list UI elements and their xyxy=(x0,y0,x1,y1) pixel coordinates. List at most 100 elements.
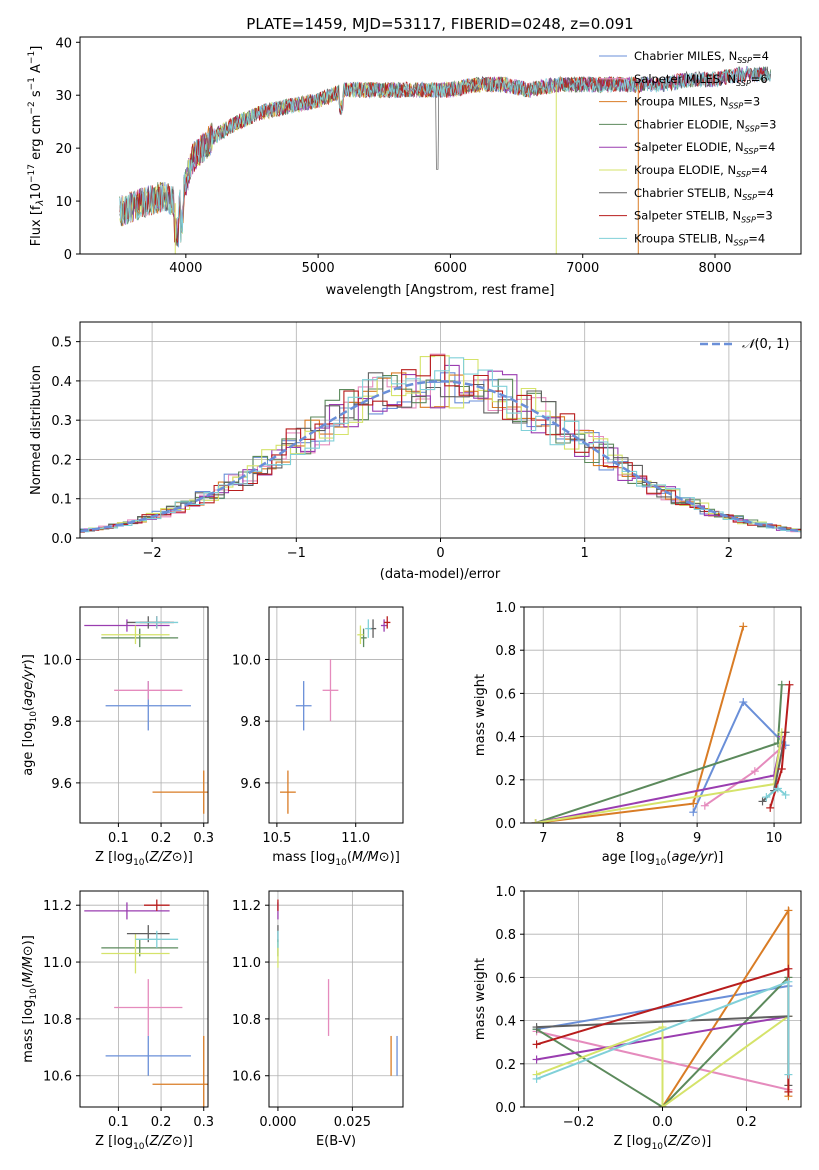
point-kroupa-elodie xyxy=(357,625,364,645)
histogram-ytick: 0.1 xyxy=(51,493,72,508)
histogram-xtick: −2 xyxy=(143,546,162,561)
ytick-label: 0.4 xyxy=(495,731,516,746)
spectrum-panel: PLATE=1459, MJD=53117, FIBERID=0248, z=0… xyxy=(27,15,802,298)
ytick-label: 10.8 xyxy=(232,1013,261,1028)
normal-curve xyxy=(80,380,801,533)
ylabel: mass weight xyxy=(473,958,488,1040)
spectrum-xlabel: wavelength [Angstrom, rest frame] xyxy=(326,283,555,298)
ytick-label: 9.8 xyxy=(240,715,261,730)
ytick-label: 10.6 xyxy=(232,1070,261,1085)
xtick-label: 0.1 xyxy=(108,831,129,846)
age-vs-mass-frame xyxy=(268,606,404,824)
weight-marker xyxy=(532,1055,541,1064)
weight-line-kroupa-miles xyxy=(661,906,790,1107)
xtick-label: 0.1 xyxy=(108,1115,129,1130)
point-salpeter-elodie xyxy=(84,902,170,920)
ylabel: age [log10(age/yr)] xyxy=(21,654,39,776)
point-kroupa-stelib xyxy=(135,616,179,629)
weight-marker xyxy=(739,622,748,631)
spectrum-ytick: 0 xyxy=(64,248,72,263)
point-salpeter-miles xyxy=(114,979,183,1036)
xtick-label: 0.3 xyxy=(193,1115,214,1130)
spectrum-title: PLATE=1459, MJD=53117, FIBERID=0248, z=0… xyxy=(246,15,633,33)
histogram-series-salpeter-elodie xyxy=(80,364,801,532)
weight-marker xyxy=(689,799,698,808)
ytick-label: 9.8 xyxy=(51,715,72,730)
point-salpeter-stelib xyxy=(384,616,391,629)
ytick-label: 9.6 xyxy=(51,777,72,792)
spectrum-axes-frame xyxy=(79,36,802,255)
weight-marker xyxy=(784,906,793,915)
xtick-label: 0.000 xyxy=(259,1115,296,1130)
spectrum-line-kroupa-elodie xyxy=(119,76,555,244)
weight-marker xyxy=(758,797,767,806)
histogram-legend-label: 𝒩(0, 1) xyxy=(742,337,789,352)
point-kroupa-miles xyxy=(280,770,296,814)
point-salpeter-elodie xyxy=(84,619,170,632)
point-kroupa-elodie xyxy=(101,933,170,974)
xtick-label: 0.0 xyxy=(652,1115,673,1130)
xtick-label: 0.2 xyxy=(151,1115,172,1130)
xlabel: Z [log10(Z/Z⊙)] xyxy=(614,1134,712,1152)
xlabel: Z [log10(Z/Z⊙)] xyxy=(95,1134,193,1152)
point-chabrier-elodie xyxy=(360,628,367,648)
ytick-label: 0.2 xyxy=(495,774,516,789)
point-salpeter-miles xyxy=(114,681,183,700)
weight-marker xyxy=(689,808,698,817)
weight-marker xyxy=(784,1087,793,1096)
ytick-label: 9.6 xyxy=(240,777,261,792)
mass-vs-Z-frame xyxy=(79,890,209,1108)
ytick-label: 0.8 xyxy=(495,928,516,943)
weight-vs-age-panel: 7 8 9 10 0.0 0.2 0.4 0.6 0.8 1.0 age [log10(age/yr… xyxy=(473,601,802,868)
xtick-label: 0.2 xyxy=(151,831,172,846)
mass-vs-ebv-panel: 0.000 0.025 10.6 10.8 11.0 11.2 E(B-V) xyxy=(232,890,404,1149)
xtick-label: 0.025 xyxy=(334,1115,371,1130)
weight-marker xyxy=(777,765,786,773)
histogram-ytick: 0.4 xyxy=(51,375,72,390)
point-kroupa-stelib xyxy=(365,619,372,638)
ytick-label: 11.0 xyxy=(232,956,261,971)
spectrum-xtick: 7000 xyxy=(566,261,599,276)
age-vs-mass-panel: 10.5 11.0 9.6 9.8 10.0 mass [log10(M/M⊙)] xyxy=(232,606,404,868)
point-kroupa-stelib xyxy=(135,930,179,948)
ylabel: mass [log10(M/M⊙)] xyxy=(21,935,39,1063)
ytick-label: 0.8 xyxy=(495,644,516,659)
spectrum-xtick: 5000 xyxy=(302,261,335,276)
histogram-xtick: 1 xyxy=(581,546,589,561)
xtick-label: 0.3 xyxy=(193,831,214,846)
spectrum-xtick: 4000 xyxy=(169,261,202,276)
point-kroupa-elodie xyxy=(101,625,170,645)
spectrum-legend-item: Salpeter MILES, NSSP=6 xyxy=(634,72,768,88)
spectrum-legend-item: Salpeter STELIB, NSSP=3 xyxy=(634,209,773,225)
weight-vs-Z-panel: −0.2 0.0 0.2 0.0 0.2 0.4 0.6 0.8 1.0 Z [log10(Z/Z… xyxy=(473,885,802,1152)
xlabel: Z [log10(Z/Z⊙)] xyxy=(95,850,193,868)
histogram-ytick: 0.2 xyxy=(51,453,72,468)
weight-marker xyxy=(531,819,540,823)
point-chabrier-miles xyxy=(105,1035,191,1076)
spectrum-legend-item: Kroupa ELODIE, NSSP=4 xyxy=(634,163,768,179)
spectrum-legend-item: Kroupa MILES, NSSP=3 xyxy=(634,95,760,111)
ytick-label: 0.0 xyxy=(495,817,516,832)
spectrum-legend-item: Chabrier ELODIE, NSSP=3 xyxy=(634,117,776,133)
weight-line-chabrier-elodie xyxy=(536,976,790,1107)
weight-marker xyxy=(784,1070,793,1079)
ytick-label: 10.8 xyxy=(43,1013,72,1028)
mass-vs-Z-panel: 0.1 0.2 0.3 10.6 10.8 11.0 11.2 Z [log10(Z/Z⊙)]… xyxy=(21,890,214,1152)
weight-marker xyxy=(781,790,790,799)
spectrum-ytick: 20 xyxy=(55,142,72,157)
xtick-label: 9 xyxy=(693,831,701,846)
weight-marker xyxy=(785,680,794,689)
spectrum-xtick: 6000 xyxy=(434,261,467,276)
point-kroupa-miles xyxy=(152,1035,208,1107)
histogram-ytick: 0.5 xyxy=(51,336,72,351)
weight-marker xyxy=(762,793,771,802)
point-salpeter-elodie xyxy=(380,619,388,632)
xlabel: E(B-V) xyxy=(316,1134,356,1149)
ytick-label: 0.4 xyxy=(495,1015,516,1030)
ytick-label: 0.2 xyxy=(495,1058,516,1073)
age-vs-Z-frame xyxy=(79,606,209,824)
point-chabrier-elodie xyxy=(101,628,179,648)
ytick-label: 10.0 xyxy=(232,653,261,668)
mass-vs-ebv-frame xyxy=(268,890,404,1108)
